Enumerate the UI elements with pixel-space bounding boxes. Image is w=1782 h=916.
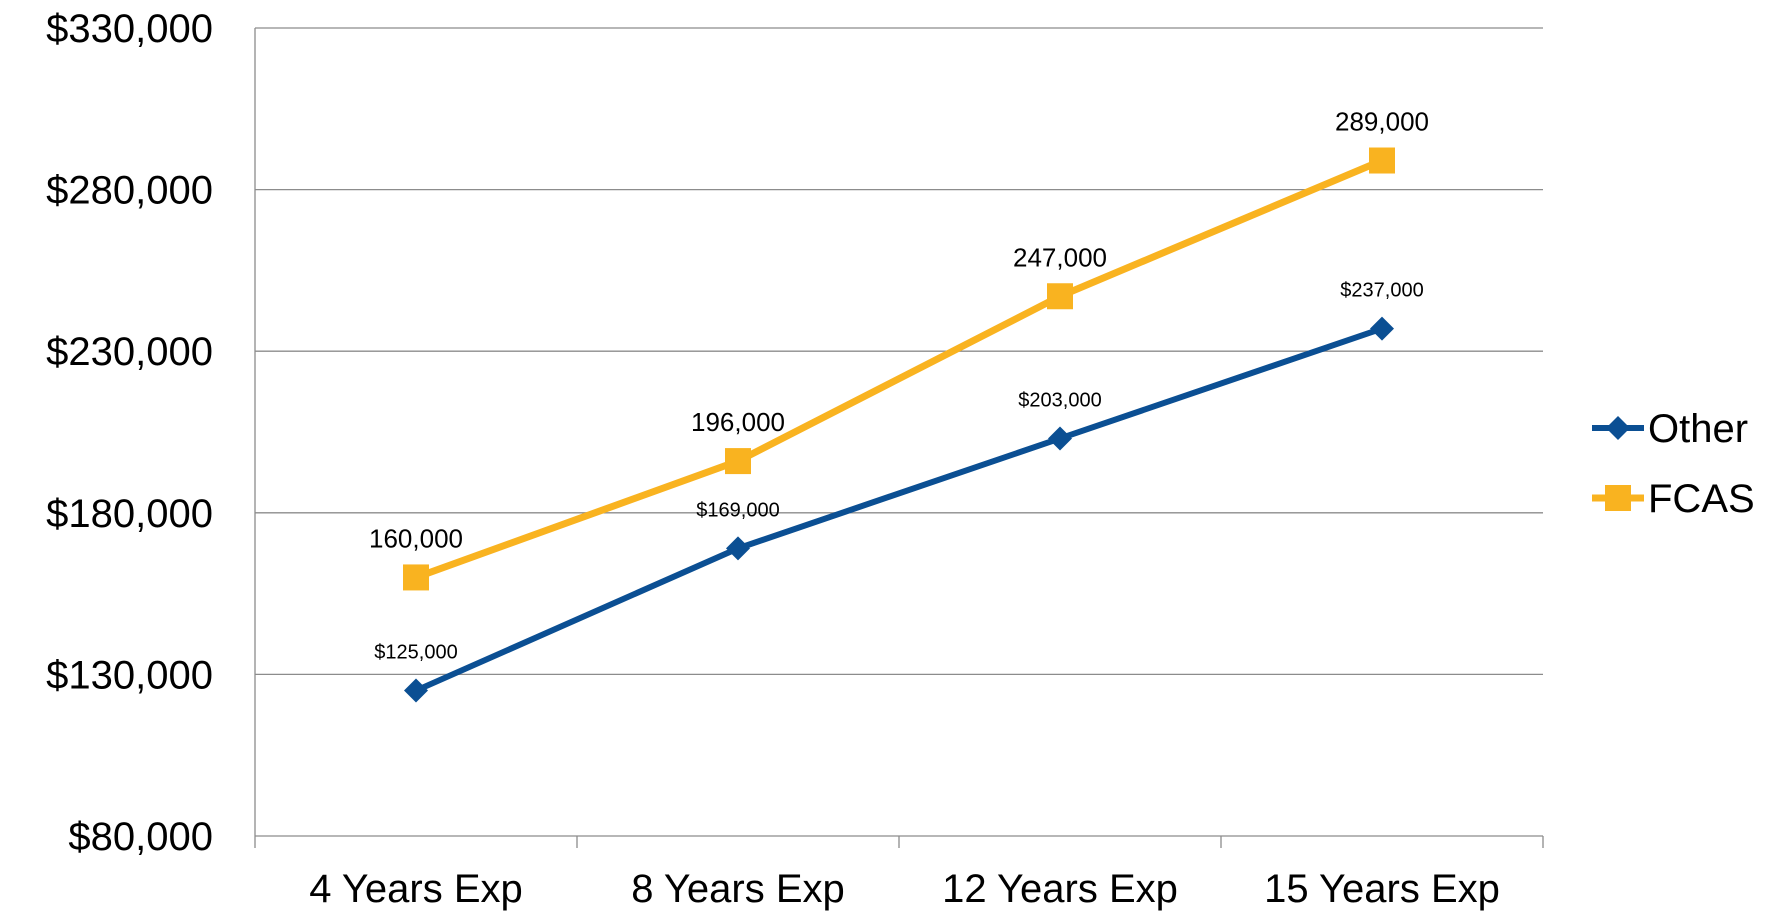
legend-marker-fcas (1605, 485, 1631, 511)
data-label-fcas: 160,000 (369, 523, 463, 553)
x-tick-label: 8 Years Exp (631, 867, 845, 911)
data-point-other (404, 678, 428, 703)
data-label-fcas: 289,000 (1335, 107, 1429, 137)
y-tick-label: $80,000 (68, 815, 213, 859)
data-label-fcas: 247,000 (1013, 242, 1107, 272)
data-label-other: $203,000 (1018, 389, 1101, 411)
legend-label-other: Other (1648, 407, 1748, 451)
x-tick-label: 12 Years Exp (942, 867, 1178, 911)
y-tick-label: $230,000 (46, 330, 213, 374)
data-point-fcas (725, 448, 751, 475)
data-point-other (1370, 316, 1394, 341)
y-tick-label: $280,000 (46, 169, 213, 213)
data-point-fcas (403, 564, 429, 591)
data-label-other: $169,000 (696, 499, 779, 521)
data-label-fcas: 196,000 (691, 407, 785, 437)
x-tick-label: 15 Years Exp (1264, 867, 1500, 911)
x-tick-label: 4 Years Exp (309, 867, 523, 911)
data-point-other (1048, 426, 1072, 451)
data-point-fcas (1047, 283, 1073, 310)
legend-marker-other (1606, 416, 1630, 440)
data-point-fcas (1369, 147, 1395, 174)
y-tick-label: $180,000 (46, 492, 213, 536)
series-line-other (414, 325, 1383, 694)
data-label-other: $125,000 (374, 642, 457, 664)
data-point-other (726, 536, 750, 561)
series-line-fcas (414, 157, 1384, 581)
legend-label-fcas: FCAS (1648, 477, 1755, 521)
data-label-other: $237,000 (1340, 280, 1423, 302)
y-tick-label: $130,000 (46, 653, 213, 697)
y-tick-label: $330,000 (46, 7, 213, 51)
